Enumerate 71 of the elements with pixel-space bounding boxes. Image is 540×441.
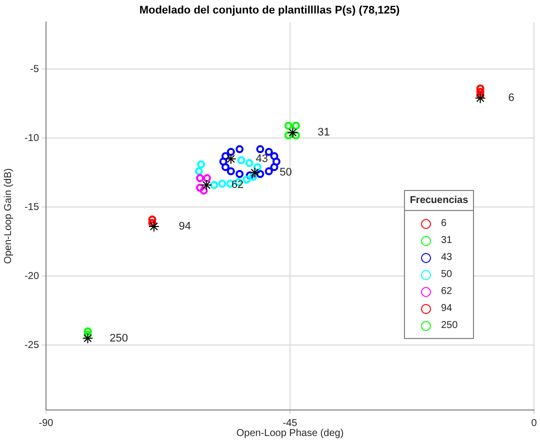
point <box>84 327 92 336</box>
y-axis-title: Open-Loop Gain (dB) <box>2 168 14 264</box>
point <box>476 88 484 96</box>
x-tick-label: -45 <box>282 418 298 429</box>
point <box>249 172 258 181</box>
point <box>292 122 300 130</box>
legend-label: 6 <box>441 218 447 229</box>
y-tick-label: -15 <box>24 202 40 213</box>
legend-label: 50 <box>441 269 452 280</box>
annotation: 43 <box>256 152 268 165</box>
annotation: 6 <box>508 92 514 104</box>
point <box>82 332 94 344</box>
point <box>197 160 206 168</box>
point <box>264 148 273 156</box>
chart-title: Modelado del conjunto de plantillllas P(s) (78,125) <box>139 4 400 17</box>
legend-label: 94 <box>441 303 452 314</box>
point <box>148 216 156 224</box>
point <box>284 122 292 130</box>
point <box>148 220 160 232</box>
point <box>219 158 228 166</box>
point <box>242 176 251 184</box>
point <box>218 180 226 188</box>
point <box>210 181 218 190</box>
point <box>236 145 244 154</box>
legend-title: Frecuencias <box>405 191 473 211</box>
point <box>249 167 260 178</box>
point <box>200 186 208 195</box>
point <box>226 148 235 156</box>
point <box>221 152 230 160</box>
point <box>148 219 156 227</box>
y-tick-label: -25 <box>24 340 40 351</box>
point <box>196 174 204 182</box>
y-tick-label: -20 <box>24 270 40 282</box>
point <box>237 156 246 164</box>
y-tick-label: -5 <box>30 64 40 75</box>
y-tick-label: -10 <box>24 132 40 144</box>
point <box>225 153 236 164</box>
point <box>474 92 486 104</box>
point <box>196 184 204 192</box>
annotation: 31 <box>318 126 330 139</box>
legend-label: 250 <box>441 320 458 331</box>
point <box>284 131 292 140</box>
point <box>203 174 212 182</box>
point <box>476 84 484 92</box>
point <box>272 158 280 166</box>
x-tick-label: 0 <box>531 418 538 429</box>
point <box>246 171 254 180</box>
point <box>236 170 244 178</box>
point <box>292 131 300 140</box>
point <box>264 167 273 176</box>
annotation: 50 <box>280 166 292 179</box>
point <box>201 180 212 191</box>
annotation: 250 <box>110 332 128 344</box>
point <box>84 330 92 339</box>
point <box>226 167 235 176</box>
x-axis-title: Open-Loop Phase (deg) <box>236 428 344 439</box>
point <box>256 145 264 154</box>
legend-label: 31 <box>441 235 452 246</box>
point <box>287 127 298 138</box>
annotation: 94 <box>178 220 192 232</box>
point <box>270 152 278 160</box>
point <box>476 91 484 100</box>
point <box>253 163 262 172</box>
point <box>194 167 203 176</box>
point <box>221 163 230 172</box>
legend-label: 62 <box>441 286 452 297</box>
point <box>270 163 278 172</box>
point <box>245 158 254 167</box>
point <box>256 170 264 178</box>
legend-label: 43 <box>441 252 452 263</box>
x-tick-label: -90 <box>38 418 54 429</box>
